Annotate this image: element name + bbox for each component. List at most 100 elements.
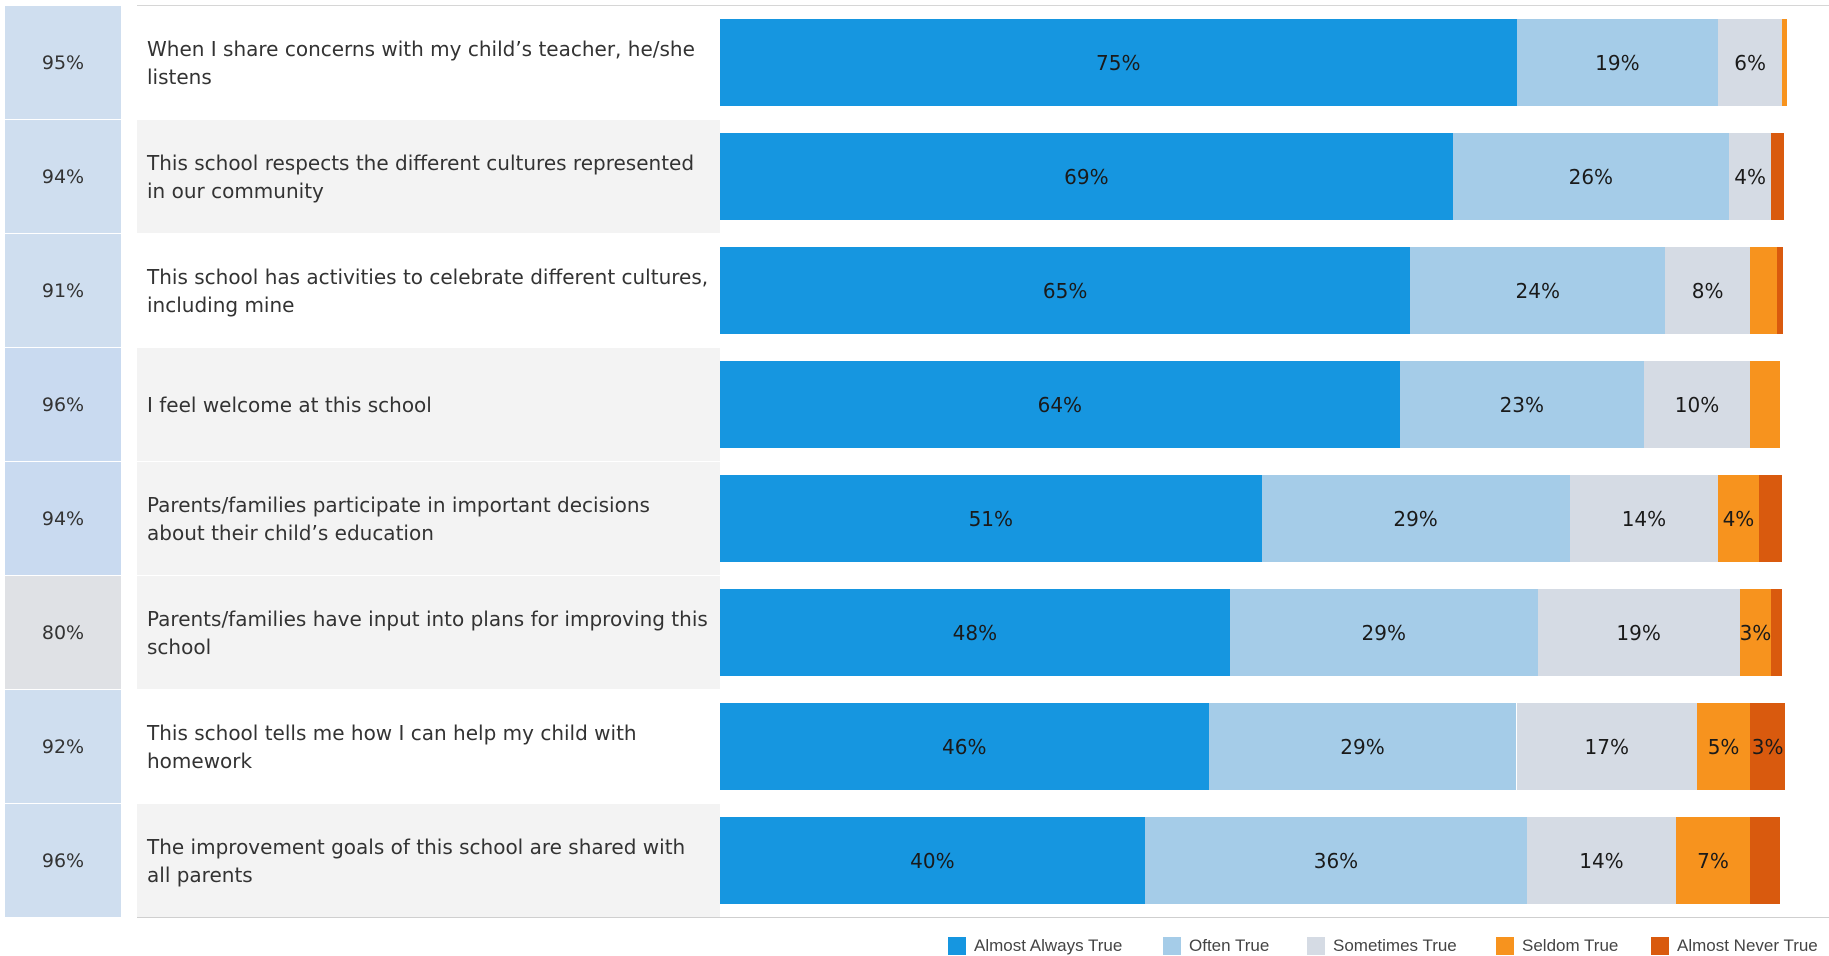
data-label: 69% — [1064, 164, 1109, 189]
data-label: 24% — [1515, 278, 1560, 303]
bar-track: 40% 36% 14% 7% — [720, 817, 1829, 904]
bar-segment-seldom-true[interactable]: 4% — [1718, 475, 1759, 562]
favorable-percent-cell: 95% — [5, 6, 121, 119]
bar-segment-sometimes-true[interactable]: 17% — [1516, 703, 1698, 790]
legend-item[interactable]: Often True — [1163, 936, 1269, 956]
category-label: This school respects the different cultu… — [147, 150, 695, 203]
data-label: 8% — [1691, 278, 1724, 303]
data-label: 29% — [1393, 506, 1438, 531]
bar-segment-almost-always-true[interactable]: 75% — [720, 19, 1517, 106]
category-label-cell: When I share concerns with my child’s te… — [137, 6, 720, 119]
bar-segment-almost-always-true[interactable]: 48% — [720, 589, 1230, 676]
bar-segment-seldom-true[interactable]: 3% — [1739, 589, 1772, 676]
category-label: This school has activities to celebrate … — [147, 264, 709, 317]
favorable-percent-label: 92% — [41, 735, 85, 758]
chart-row: 94% Parents/families participate in impor… — [0, 462, 1829, 575]
data-label: 29% — [1361, 620, 1406, 645]
bar-segment-often-true[interactable]: 29% — [1208, 703, 1517, 790]
bar-segment-seldom-true[interactable]: 5% — [1697, 703, 1751, 790]
favorable-percent-cell: 94% — [5, 120, 121, 233]
favorable-percent-label: 80% — [41, 621, 85, 644]
chart-row: 95% When I share concerns with my child’s… — [0, 6, 1829, 119]
bar-segment-almost-always-true[interactable]: 40% — [720, 817, 1145, 904]
favorable-percent-cell: 94% — [5, 462, 121, 575]
data-label: 7% — [1697, 848, 1729, 873]
bar-segment-seldom-true[interactable]: 7% — [1675, 817, 1751, 904]
legend-item[interactable]: Almost Never True — [1651, 936, 1818, 956]
bar-segment-seldom-true[interactable] — [1750, 361, 1780, 448]
bar-segment-seldom-true[interactable] — [1750, 247, 1777, 334]
data-label: 29% — [1340, 734, 1385, 759]
data-label: 65% — [1042, 278, 1088, 303]
legend-item[interactable]: Almost Always True — [948, 936, 1122, 956]
favorable-percent-label: 96% — [41, 849, 85, 872]
bar-track: 48% 29% 19% 3% — [720, 589, 1829, 676]
data-label: 46% — [942, 734, 987, 759]
legend-swatch — [1307, 937, 1325, 955]
category-label-cell: This school tells me how I can help my c… — [137, 690, 720, 803]
bar-segment-sometimes-true[interactable]: 14% — [1569, 475, 1719, 562]
chart-row: 92% This school tells me how I can help m… — [0, 690, 1829, 803]
data-label: 19% — [1595, 50, 1640, 75]
data-label: 64% — [1037, 392, 1083, 417]
bar-segment-sometimes-true[interactable]: 10% — [1643, 361, 1751, 448]
bar-segment-almost-always-true[interactable]: 51% — [720, 475, 1262, 562]
legend-swatch — [1651, 937, 1669, 955]
bar-segment-almost-never-true[interactable] — [1750, 817, 1780, 904]
category-label-cell: The improvement goals of this school are… — [137, 804, 720, 917]
category-label: This school tells me how I can help my c… — [147, 720, 637, 773]
favorable-percent-label: 91% — [41, 279, 85, 302]
chart-row: 94% This school respects the different cu… — [0, 120, 1829, 233]
data-label: 26% — [1568, 164, 1614, 189]
bar-segment-sometimes-true[interactable]: 19% — [1537, 589, 1740, 676]
bar-segment-almost-never-true[interactable] — [1771, 589, 1782, 676]
category-label: The improvement goals of this school are… — [147, 834, 686, 887]
bar-segment-often-true[interactable]: 19% — [1516, 19, 1719, 106]
category-label-cell: Parents/families have input into plans f… — [137, 576, 720, 689]
data-label: 48% — [952, 620, 998, 645]
data-label: 19% — [1616, 620, 1661, 645]
bar-segment-sometimes-true[interactable]: 8% — [1665, 247, 1751, 334]
category-label-cell: I feel welcome at this school — [137, 348, 720, 461]
bar-track: 46% 29% 17% 5% 3% — [720, 703, 1829, 790]
favorable-percent-cell: 92% — [5, 690, 121, 803]
data-label: 36% — [1313, 848, 1359, 873]
bar-segment-often-true[interactable]: 29% — [1229, 589, 1538, 676]
bar-segment-sometimes-true[interactable]: 6% — [1718, 19, 1782, 106]
legend-item[interactable]: Sometimes True — [1307, 936, 1457, 956]
data-label: 75% — [1096, 50, 1141, 75]
bar-segment-often-true[interactable]: 29% — [1261, 475, 1570, 562]
data-label: 17% — [1584, 734, 1629, 759]
favorable-percent-label: 95% — [41, 51, 85, 74]
bar-segment-almost-always-true[interactable]: 46% — [720, 703, 1209, 790]
bar-segment-almost-never-true[interactable] — [1771, 133, 1785, 220]
bar-segment-often-true[interactable]: 23% — [1399, 361, 1644, 448]
legend: Almost Always True Often True Sometimes Tr… — [0, 936, 1829, 956]
data-label: 5% — [1707, 734, 1740, 759]
category-label: Parents/families participate in importan… — [147, 492, 650, 545]
bar-segment-almost-never-true[interactable] — [1758, 475, 1782, 562]
bar-segment-almost-always-true[interactable]: 64% — [720, 361, 1400, 448]
bar-segment-often-true[interactable]: 24% — [1410, 247, 1666, 334]
bar-segment-sometimes-true[interactable]: 14% — [1527, 817, 1676, 904]
bar-segment-often-true[interactable]: 36% — [1144, 817, 1528, 904]
favorable-percent-cell: 96% — [5, 348, 121, 461]
bar-segment-almost-always-true[interactable]: 69% — [720, 133, 1453, 220]
chart-row: 91% This school has activities to celebra… — [0, 234, 1829, 347]
chart-row: 96% The improvement goals of this school … — [0, 804, 1829, 917]
data-label: 23% — [1499, 392, 1545, 417]
bar-segment-sometimes-true[interactable]: 4% — [1728, 133, 1772, 220]
category-label-cell: This school has activities to celebrate … — [137, 234, 720, 347]
legend-item[interactable]: Seldom True — [1496, 936, 1618, 956]
bar-segment-almost-always-true[interactable]: 65% — [720, 247, 1411, 334]
bar-segment-almost-never-true[interactable] — [1776, 247, 1784, 334]
bar-segment-almost-never-true[interactable]: 3% — [1750, 703, 1786, 790]
data-label: 14% — [1579, 848, 1624, 873]
data-label: 4% — [1722, 506, 1755, 531]
bar-segment-often-true[interactable]: 26% — [1452, 133, 1729, 220]
favorable-percent-cell: 91% — [5, 234, 121, 347]
favorable-percent-label: 94% — [41, 165, 85, 188]
category-label: When I share concerns with my child’s te… — [147, 36, 695, 89]
data-label: 51% — [968, 506, 1014, 531]
bar-segment-seldom-true[interactable] — [1782, 19, 1788, 106]
